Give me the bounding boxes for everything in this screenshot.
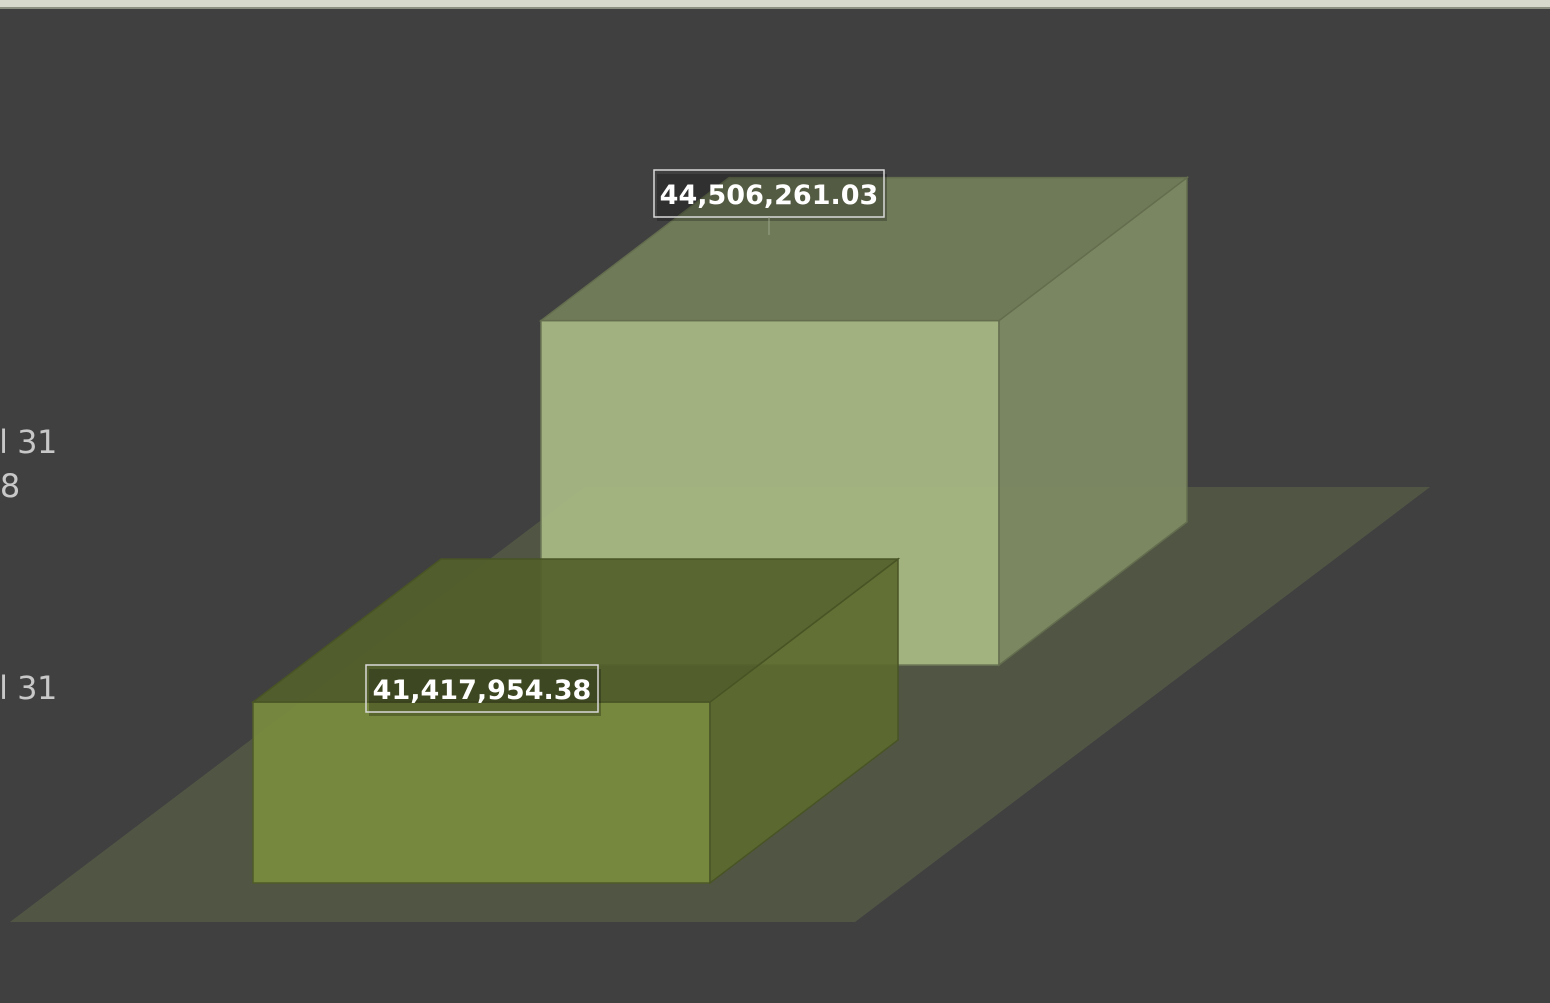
data-label-1-shadow: [369, 669, 601, 716]
data-label-1-box: [365, 664, 599, 713]
data-label-2: 44,506,261.03: [653, 169, 887, 235]
bar-1-front-face: [252, 701, 711, 884]
bar-1-top-face: [250, 558, 901, 703]
data-label-2-text: 44,506,261.03: [660, 180, 879, 211]
bar-1: [250, 557, 901, 885]
legend-entry-1: al 31 38: [0, 423, 57, 505]
window-top-strip: [0, 0, 1550, 9]
data-label-1: 41,417,954.38: [365, 664, 601, 716]
legend-entry-2: al 31: [0, 669, 57, 707]
bar-2-top-face: [538, 176, 1190, 322]
data-label-2-shadow: [657, 174, 887, 221]
data-label-1-text: 41,417,954.38: [373, 675, 592, 706]
